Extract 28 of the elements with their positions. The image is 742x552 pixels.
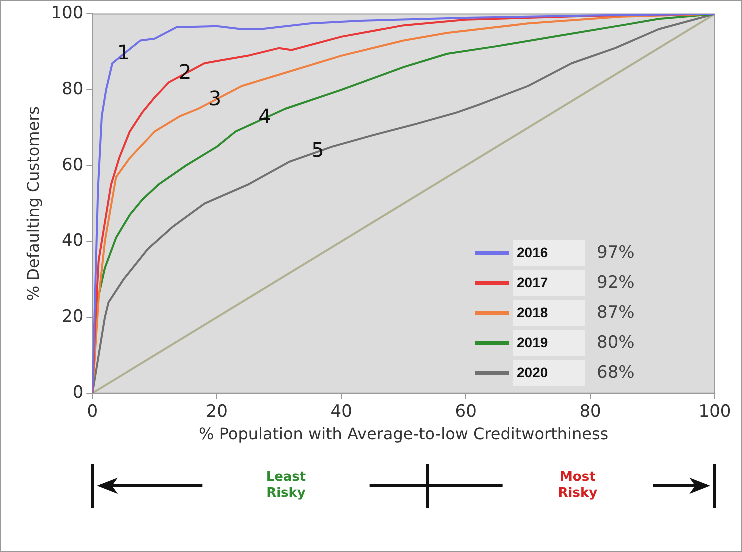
y-tick-label: 60 (62, 155, 84, 176)
annotation: 80% (597, 332, 635, 353)
annotation: 92% (597, 272, 635, 293)
annotation: 97% (597, 242, 635, 263)
annotation: 1 (117, 40, 130, 65)
annotation: 87% (597, 302, 635, 323)
y-tick-label: 0 (72, 382, 84, 403)
legend-label: 2018 (517, 304, 548, 320)
legend-label: 2016 (517, 244, 548, 260)
x-tick-label: 60 (455, 402, 477, 422)
text: Least Risky (265, 470, 308, 502)
x-tick-label: 100 (698, 402, 732, 422)
legend-label: 2017 (517, 274, 548, 290)
y-tick-label: 40 (62, 231, 84, 252)
annotation: 5 (312, 138, 324, 162)
y-axis-title: % Defaulting Customers (24, 106, 43, 302)
y-tick-label: 20 (62, 306, 84, 327)
x-tick-label: 40 (330, 402, 352, 422)
x-tick-label: 80 (580, 402, 602, 422)
legend-label: 2019 (517, 334, 548, 350)
x-axis-title: % Population with Average-to-low Creditworthiness (199, 424, 609, 444)
x-tick-label: 0 (87, 402, 98, 422)
annotation: 68% (597, 362, 635, 383)
y-tick-label: 80 (62, 79, 84, 100)
y-tick-label: 100 (51, 4, 84, 24)
legend-label: 2020 (517, 364, 548, 380)
text: Most Risky (557, 470, 599, 502)
x-tick-label: 20 (206, 402, 228, 422)
